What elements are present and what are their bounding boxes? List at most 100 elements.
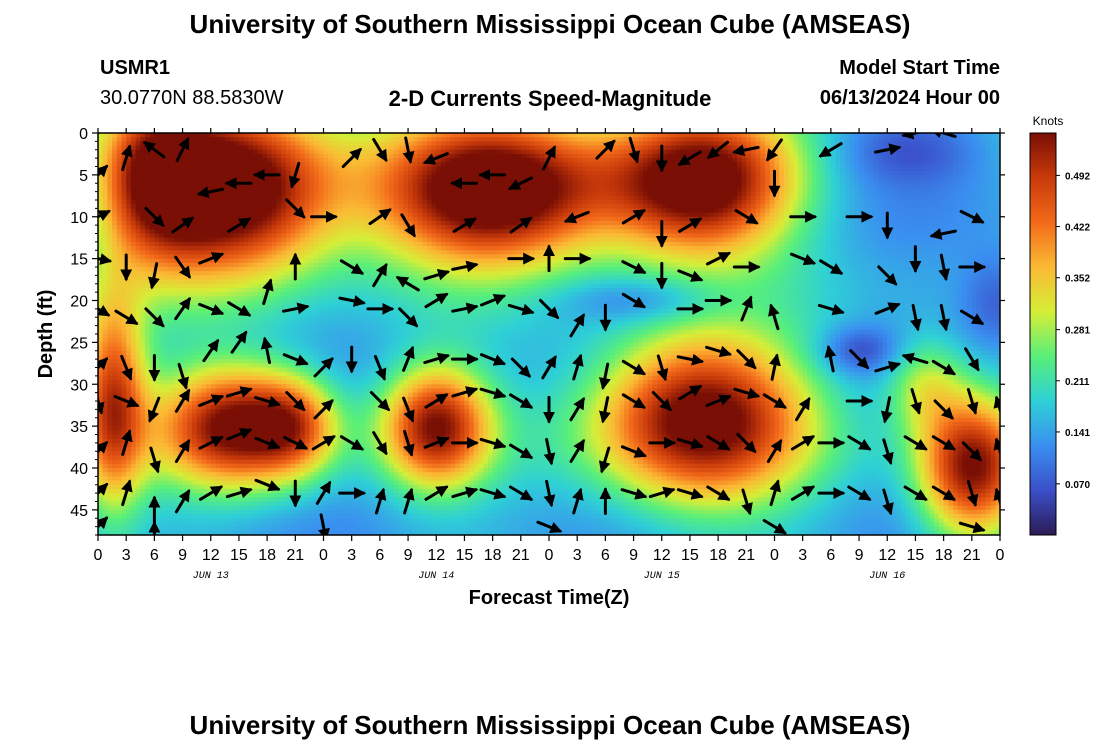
heat-cell: [173, 493, 179, 498]
heat-cell: [215, 526, 221, 532]
heat-cell: [159, 308, 165, 314]
heat-cell: [342, 145, 348, 151]
heat-cell: [276, 225, 282, 230]
heat-cell: [173, 179, 179, 184]
heat-cell: [107, 204, 113, 209]
heat-cell: [234, 514, 240, 519]
heat-cell: [107, 137, 113, 142]
heat-cell: [130, 518, 137, 524]
heat-cell: [173, 380, 179, 385]
heat-cell: [300, 421, 306, 427]
heat-cell: [229, 195, 235, 201]
heat-cell: [243, 233, 249, 239]
heat-cell: [107, 191, 113, 197]
heat-cell: [168, 350, 174, 356]
heat-cell: [285, 526, 292, 532]
heat-cell: [187, 472, 193, 477]
heat-cell: [168, 509, 174, 515]
heat-cell: [154, 384, 160, 390]
heat-cell: [281, 225, 287, 230]
heat-cell: [196, 438, 202, 444]
heat-cell: [173, 279, 179, 285]
heat-cell: [130, 162, 137, 168]
heat-cell: [276, 338, 282, 343]
heat-cell: [191, 141, 198, 147]
heat-cell: [238, 413, 245, 419]
heat-cell: [130, 526, 137, 532]
heat-cell: [196, 254, 202, 260]
heat-cell: [177, 488, 184, 494]
heat-cell: [224, 501, 231, 507]
heat-cell: [116, 375, 123, 381]
heat-cell: [309, 359, 315, 364]
heat-cell: [318, 237, 325, 243]
heat-cell: [135, 225, 141, 230]
heat-cell: [300, 354, 306, 360]
heat-cell: [271, 375, 278, 381]
heat-cell: [121, 250, 127, 256]
heat-cell: [229, 426, 235, 431]
heat-cell: [314, 363, 320, 369]
heat-cell: [130, 229, 137, 235]
heat-cell: [257, 388, 264, 394]
heat-cell: [149, 530, 155, 535]
heat-cell: [281, 459, 287, 465]
heat-cell: [295, 392, 301, 398]
heat-cell: [276, 526, 282, 532]
heat-cell: [154, 480, 160, 486]
heat-cell: [285, 430, 292, 436]
heat-cell: [276, 304, 282, 310]
heat-cell: [149, 195, 155, 201]
heat-cell: [126, 346, 132, 352]
heat-cell: [257, 133, 264, 138]
heat-cell: [309, 267, 315, 272]
heat-cell: [332, 149, 339, 155]
heat-cell: [318, 174, 325, 180]
heat-cell: [262, 162, 268, 168]
heat-cell: [107, 384, 113, 390]
heat-cell: [262, 321, 268, 327]
heat-cell: [206, 413, 212, 419]
heat-cell: [116, 187, 123, 193]
heat-cell: [206, 141, 212, 147]
heat-cell: [234, 237, 240, 243]
heat-cell: [224, 162, 231, 168]
heat-cell: [154, 170, 160, 176]
heat-cell: [191, 250, 198, 256]
heat-cell: [309, 250, 315, 256]
heat-cell: [281, 300, 287, 306]
heat-cell: [201, 434, 207, 440]
heat-cell: [271, 279, 278, 285]
heat-cell: [177, 279, 184, 285]
heat-cell: [210, 329, 217, 335]
heat-cell: [135, 430, 141, 436]
heat-cell: [332, 208, 339, 214]
heat-cell: [201, 153, 207, 159]
heat-cell: [116, 484, 123, 490]
heat-cell: [295, 488, 301, 494]
heat-cell: [220, 367, 226, 373]
heat-cell: [267, 463, 273, 469]
heat-cell: [206, 338, 212, 343]
heat-cell: [271, 166, 278, 172]
heat-cell: [187, 367, 193, 373]
heat-cell: [121, 200, 127, 205]
heat-cell: [196, 279, 202, 285]
heat-cell: [300, 317, 306, 323]
heat-cell: [229, 233, 235, 239]
heat-cell: [201, 329, 207, 335]
heat-cell: [163, 526, 170, 532]
heat-cell: [309, 325, 315, 331]
heat-cell: [196, 241, 202, 247]
heat-cell: [229, 488, 235, 494]
heat-cell: [234, 308, 240, 314]
heat-cell: [285, 421, 292, 427]
heat-cell: [337, 501, 343, 507]
heat-cell: [238, 191, 245, 197]
heat-cell: [168, 254, 174, 260]
heat-cell: [163, 204, 170, 209]
heat-cell: [135, 396, 141, 402]
heat-cell: [304, 191, 311, 197]
heat-cell: [173, 350, 179, 356]
heat-cell: [318, 338, 325, 343]
